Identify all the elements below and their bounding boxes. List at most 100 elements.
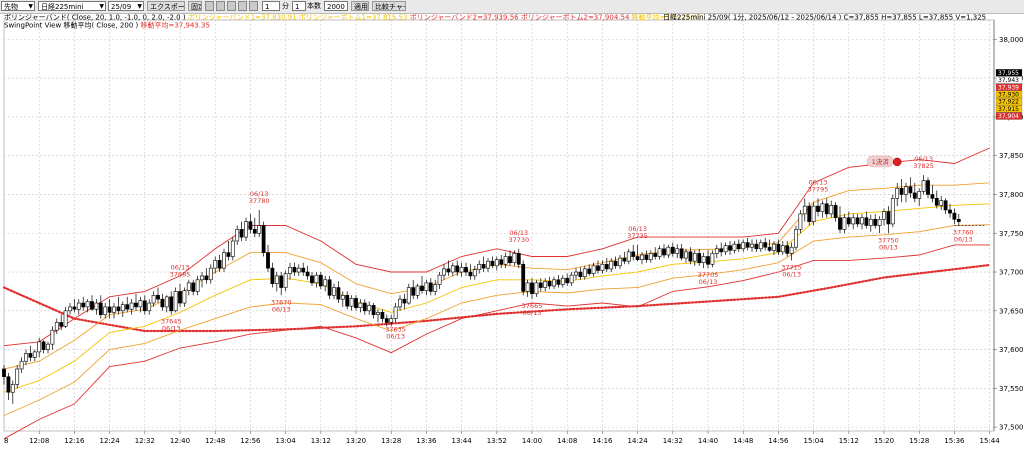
candle-down [538, 282, 543, 288]
swing-point-labels: 06/13376853764506/1306/13377803767006/13… [161, 155, 986, 340]
candle-up [120, 304, 125, 312]
candle-up [789, 246, 794, 254]
candle-up [367, 305, 372, 312]
candle-down [279, 275, 284, 288]
candle-down [420, 285, 424, 291]
fixed-button[interactable]: 固定 [188, 1, 202, 11]
candle-up [68, 306, 72, 312]
candle-up [393, 306, 398, 319]
candle-down [521, 263, 526, 292]
candle-down [767, 246, 772, 251]
x-tick-label: 15:28 [909, 437, 929, 445]
candle-up [851, 217, 856, 225]
chevron-down-icon: ▼ [99, 3, 104, 10]
export-button[interactable]: エクスポート [147, 1, 185, 11]
bar-count-field[interactable]: 2000 [324, 1, 348, 11]
candle-down [345, 294, 350, 307]
candle-up [895, 187, 900, 199]
draw-tool-icon[interactable] [216, 1, 225, 11]
candle-up [208, 267, 213, 281]
swing-low-price: 37635 [385, 325, 406, 333]
candle-down [107, 306, 112, 313]
candle-down [270, 267, 275, 284]
price-label: 37,904 [998, 113, 1019, 120]
chevron-down-icon: ▼ [137, 3, 142, 10]
candle-up [503, 256, 508, 265]
y-tick-label: 37,600 [999, 346, 1024, 354]
candle-up [244, 221, 248, 238]
candle-down [2, 368, 6, 378]
candle-up [222, 252, 226, 269]
price-label-box [995, 83, 1023, 91]
legend-item: ボリンジャーバンド( Close, 20, 1.0, -1.0, 0, 2.0,… [4, 14, 186, 22]
candle-down [864, 217, 869, 226]
chart-type-icon[interactable] [205, 1, 214, 11]
candle-up [710, 253, 715, 265]
step-field[interactable]: 1 [292, 1, 306, 11]
candle-up [164, 296, 169, 308]
candle-up [112, 306, 116, 313]
candle-up [24, 353, 28, 362]
interval-field[interactable]: 1 [262, 1, 280, 11]
symbol-select[interactable]: 日経225mini ▼ [38, 1, 106, 11]
swing-low-price: 37715 [781, 263, 802, 271]
price-label-box [995, 90, 1023, 99]
compare-chart-button[interactable]: 比較チャート [372, 1, 406, 11]
candle-up [230, 240, 235, 257]
candle-up [424, 282, 429, 291]
candle-up [437, 274, 442, 285]
candle-up [543, 281, 548, 288]
x-tick-label: 12:40 [170, 437, 190, 445]
candle-up [332, 287, 336, 296]
legend-item: SwingPoint View [4, 22, 61, 30]
candle-down [292, 267, 297, 273]
candle-down [428, 282, 433, 292]
candle-down [204, 275, 209, 281]
candle-up [591, 265, 596, 274]
candle-down [596, 265, 600, 271]
indicator-icon[interactable] [227, 1, 236, 11]
candle-up [129, 302, 134, 310]
swing-low-date: 06/13 [879, 243, 898, 251]
x-tick-label: 13:44 [452, 437, 473, 445]
candle-down [706, 256, 710, 265]
candle-up [868, 218, 873, 226]
candle-up [640, 254, 644, 260]
candle-down [530, 282, 534, 295]
price-label-box [995, 97, 1023, 106]
x-tick-label: 15:44 [980, 437, 1001, 445]
settings-icon[interactable] [238, 1, 247, 11]
indicator-line [3, 224, 990, 416]
apply-button[interactable]: 適用 [351, 1, 369, 11]
candle-up [389, 318, 394, 323]
x-tick-label: 13:20 [346, 437, 366, 445]
candle-up [288, 267, 292, 274]
candle-down [305, 271, 310, 277]
candle-down [261, 225, 266, 253]
candle-up [820, 203, 825, 212]
legend-item: ボリンジャーボトム2=37,904.54 [519, 14, 630, 22]
candle-up [274, 275, 279, 284]
candle-up [750, 243, 754, 248]
trade-marker-dot [892, 157, 902, 167]
swing-high-date: 06/13 [628, 225, 647, 233]
swing-high-date: 06/13 [171, 264, 190, 272]
contract-month-select[interactable]: 25/09 ▼ [108, 1, 144, 11]
candle-down [635, 256, 640, 260]
candle-down [266, 252, 270, 269]
x-tick-label: 14:56 [768, 437, 789, 445]
indicator-line [3, 147, 990, 347]
zoom-icon[interactable] [249, 1, 258, 11]
candle-down [679, 248, 684, 259]
candle-up [494, 259, 499, 267]
candle-up [582, 268, 587, 277]
interval-value: 1 [265, 3, 270, 11]
market-select[interactable]: 先物 ▼ [1, 1, 35, 11]
candle-up [472, 269, 477, 277]
candlestick-chart[interactable]: 06/13376853764506/1306/13377803767006/13… [0, 13, 1024, 453]
export-button-label: エクスポート [150, 3, 185, 11]
candle-up [213, 260, 218, 269]
candle-down [81, 302, 86, 308]
candle-down [807, 205, 812, 222]
candle-down [499, 259, 504, 265]
